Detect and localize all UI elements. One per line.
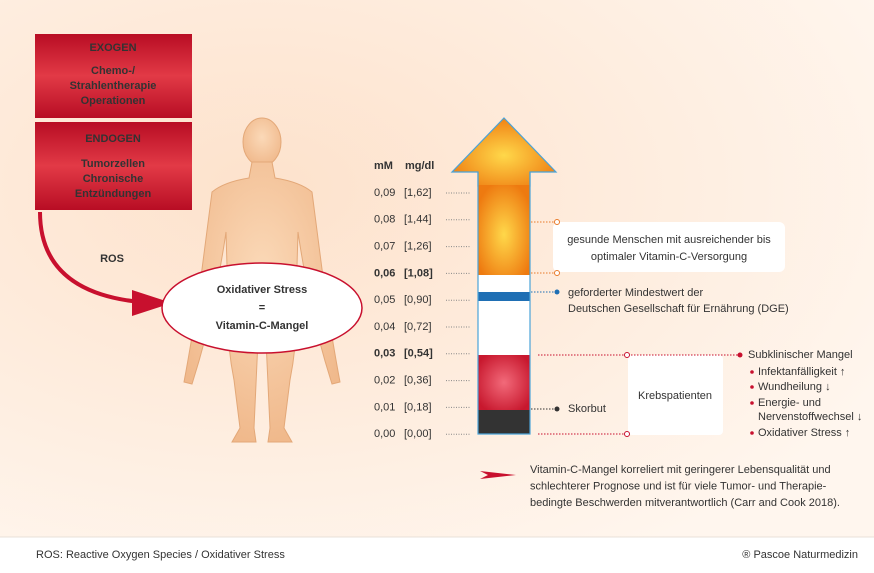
box-line: Entzündungen bbox=[75, 188, 152, 200]
scale-mm: 0,01 bbox=[374, 401, 395, 413]
subclinical-item: Nervenstoffwechsel ↓ bbox=[758, 411, 862, 423]
cancer-text: Krebspatienten bbox=[638, 390, 712, 402]
box-line: Strahlentherapie bbox=[70, 80, 157, 92]
box-title: EXOGEN bbox=[89, 42, 136, 54]
note-text: Vitamin-C-Mangel korreliert mit geringer… bbox=[530, 464, 831, 476]
scale-mgdl: [1,62] bbox=[404, 187, 432, 199]
scale-mgdl: [0,90] bbox=[404, 294, 432, 306]
ellipse-text: Vitamin-C-Mangel bbox=[216, 320, 309, 332]
scale-mm: 0,03 bbox=[374, 348, 395, 360]
scale-mgdl: [1,26] bbox=[404, 241, 432, 253]
healthy-text: optimaler Vitamin-C-Versorgung bbox=[591, 251, 747, 263]
scale-mm: 0,05 bbox=[374, 294, 395, 306]
scale-mgdl: [0,36] bbox=[404, 375, 432, 387]
subclinical-item: Infektanfälligkeit ↑ bbox=[758, 366, 845, 378]
scale-mgdl: [1,44] bbox=[404, 214, 432, 226]
healthy-box bbox=[553, 222, 785, 272]
footer-left: ROS: Reactive Oxygen Species / Oxidative… bbox=[36, 549, 285, 561]
subclinical-item: Oxidativer Stress ↑ bbox=[758, 427, 850, 439]
bullet bbox=[750, 401, 754, 405]
subclinical-item: Energie- und bbox=[758, 397, 821, 409]
scale-mgdl: [0,54] bbox=[404, 348, 433, 360]
scale-mm: 0,00 bbox=[374, 428, 395, 440]
ros-label: ROS bbox=[100, 253, 124, 265]
scale-header: mM bbox=[374, 160, 393, 172]
scale-mm: 0,07 bbox=[374, 241, 395, 253]
ellipse-text: = bbox=[259, 302, 265, 314]
box-line: Chronische bbox=[83, 173, 144, 185]
scale-mm: 0,06 bbox=[374, 267, 395, 279]
scale-header: mg/dl bbox=[405, 160, 434, 172]
box-title: ENDOGEN bbox=[85, 133, 141, 145]
scale-mm: 0,08 bbox=[374, 214, 395, 226]
bullet bbox=[750, 385, 754, 389]
scale-mm: 0,04 bbox=[374, 321, 395, 333]
footer-right: ® Pascoe Naturmedizin bbox=[742, 549, 858, 561]
subclinical-title: Subklinischer Mangel bbox=[748, 349, 853, 361]
page: EXOGEN Chemo-/ Strahlentherapie Operationen… bbox=[0, 0, 874, 573]
box-line: Operationen bbox=[81, 95, 146, 107]
scale-mgdl: [0,72] bbox=[404, 321, 432, 333]
scurvy-text: Skorbut bbox=[568, 403, 606, 415]
dge-text: Deutschen Gesellschaft für Ernährung (DG… bbox=[568, 303, 789, 315]
scale-mm: 0,09 bbox=[374, 187, 395, 199]
scale-mgdl: [0,18] bbox=[404, 401, 432, 413]
scale-mm: 0,02 bbox=[374, 375, 395, 387]
note-text: bedingte Beschwerden mitverantwortlich (… bbox=[530, 497, 840, 509]
note-text: schlechterer Prognose und ist für viele … bbox=[530, 480, 827, 492]
subclinical-item: Wundheilung ↓ bbox=[758, 381, 831, 393]
box-line: Tumorzellen bbox=[81, 158, 145, 170]
bullet bbox=[750, 431, 754, 435]
ellipse-text: Oxidativer Stress bbox=[217, 284, 308, 296]
box-line: Chemo-/ bbox=[91, 65, 135, 77]
dge-text: geforderter Mindestwert der bbox=[568, 287, 703, 299]
scale-mgdl: [0,00] bbox=[404, 428, 432, 440]
healthy-text: gesunde Menschen mit ausreichender bis bbox=[567, 234, 771, 246]
scale-mgdl: [1,08] bbox=[404, 267, 433, 279]
bullet bbox=[750, 370, 754, 374]
